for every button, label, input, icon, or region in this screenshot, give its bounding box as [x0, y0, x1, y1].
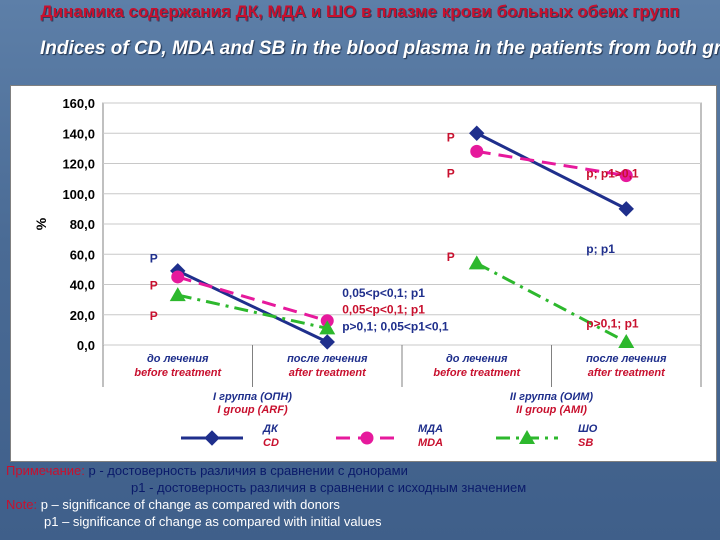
data-point-mda: [619, 169, 633, 183]
series-line-mda: [177, 275, 328, 323]
data-point-sb: [618, 333, 635, 348]
note-ru-label: Примечание:: [6, 463, 85, 478]
annotation-label: p; p1: [586, 242, 615, 256]
group-label-en: I group (ARF): [217, 404, 288, 416]
note-ru-line-2: р1 - достоверность различия в сравнении …: [131, 480, 527, 495]
annotation-label: 0,05<p<0,1; p1: [342, 303, 425, 317]
data-point-sb: [319, 320, 336, 335]
footnote: Примечание: р - достоверность различия в…: [6, 462, 720, 530]
annotation-label: p>0,1; 0,05<p1<0,1: [342, 319, 449, 333]
legend-label-ru: ДК: [262, 423, 279, 435]
annotation-label: p>0,1; p1: [586, 316, 639, 330]
note-en-row-2: p1 – significance of change as compared …: [6, 513, 720, 530]
annotation-label: p; p1>0,1: [586, 167, 639, 181]
y-tick-label: 160,0: [62, 96, 95, 111]
note-ru-row-1: Примечание: р - достоверность различия в…: [6, 462, 720, 479]
series-line-dk: [476, 131, 627, 211]
slide-title-ru: Динамика содержания ДК, МДА и ШО в плазм…: [40, 2, 680, 21]
legend-marker-sb: [519, 430, 535, 444]
data-point-mda: [171, 270, 185, 284]
annotation-label: P: [447, 130, 455, 144]
legend-label-ru: ШО: [578, 423, 598, 435]
group-label-ru: I группа (ОПН): [213, 391, 292, 403]
annotation-label: P: [150, 279, 158, 293]
series-line-sb: [177, 293, 328, 330]
annotation-label: P: [447, 250, 455, 264]
legend-marker-dk: [204, 430, 220, 446]
x-tick-label-en: before treatment: [134, 367, 222, 379]
data-point-dk: [319, 334, 335, 350]
x-tick-label-en: after treatment: [289, 367, 367, 379]
y-tick-label: 80,0: [70, 217, 95, 232]
note-ru-line-1: р - достоверность различия в сравнении с…: [84, 463, 408, 478]
slide-title-en: Indices of CD, MDA and SB in the blood p…: [40, 38, 720, 59]
y-tick-label: 60,0: [70, 247, 95, 262]
y-tick-label: 120,0: [62, 157, 95, 172]
data-point-sb: [169, 287, 186, 302]
y-tick-label: 140,0: [62, 126, 95, 141]
x-tick-label-ru: после лечения: [287, 353, 368, 365]
series-line-mda: [476, 149, 627, 178]
annotation-label: P: [150, 251, 158, 265]
group-label-ru: II группа (ОИМ): [510, 391, 593, 403]
note-en-row-1: Note: p – significance of change as comp…: [6, 496, 720, 513]
legend-label-en: CD: [263, 437, 279, 449]
y-axis-label: %: [33, 217, 49, 230]
annotation-label: P: [447, 167, 455, 181]
y-tick-label: 0,0: [77, 338, 95, 353]
x-tick-label-ru: до лечения: [446, 353, 508, 365]
x-tick-label-en: before treatment: [433, 367, 521, 379]
annotation-label: P: [150, 309, 158, 323]
line-chart: 0,0 20,0 40,0 60,0 80,0 100,0 120,0 140,0 160,0%…: [33, 96, 702, 449]
legend-marker-mda: [360, 431, 374, 445]
note-en-line-2: p1 – significance of change as compared …: [44, 514, 382, 529]
data-point-dk: [618, 201, 634, 217]
data-point-mda: [470, 144, 484, 158]
series-line-dk: [177, 269, 328, 344]
x-tick-label-ru: после лечения: [586, 353, 667, 365]
data-point-sb: [468, 255, 485, 270]
legend-label-en: MDA: [418, 437, 443, 449]
chart-panel: 0,0 20,0 40,0 60,0 80,0 100,0 120,0 140,0 160,0%…: [10, 85, 717, 462]
x-tick-label-ru: до лечения: [147, 353, 209, 365]
y-tick-label: 20,0: [70, 308, 95, 323]
x-tick-label-en: after treatment: [588, 367, 666, 379]
y-tick-label: 100,0: [62, 187, 95, 202]
data-point-dk: [469, 125, 485, 141]
note-ru-row-2: р1 - достоверность различия в сравнении …: [6, 479, 720, 496]
annotation-label: 0,05<p<0,1; p1: [342, 286, 425, 300]
note-en-line-1: p – significance of change as compared w…: [37, 497, 340, 512]
note-en-label: Note:: [6, 497, 38, 512]
legend-label-en: SB: [578, 437, 593, 449]
group-label-en: II group (AMI): [516, 404, 587, 416]
legend-label-ru: МДА: [418, 423, 443, 435]
y-tick-label: 40,0: [70, 278, 95, 293]
